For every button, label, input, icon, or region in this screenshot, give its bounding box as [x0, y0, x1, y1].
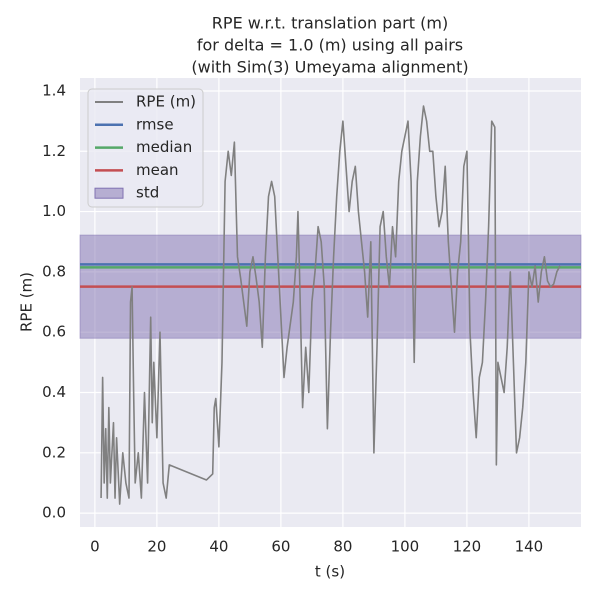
legend-swatch	[94, 187, 124, 199]
legend-label: median	[136, 138, 192, 156]
x-tick-label: 120	[453, 538, 482, 556]
y-axis-label: RPE (m)	[18, 272, 36, 332]
legend-label: rmse	[136, 115, 174, 133]
y-tick-label: 0.0	[42, 504, 66, 522]
x-tick-label: 140	[515, 538, 544, 556]
x-tick-label: 100	[391, 538, 420, 556]
x-tick-label: 0	[90, 538, 100, 556]
chart-title: for delta = 1.0 (m) using all pairs	[197, 36, 463, 55]
x-axis-label: t (s)	[315, 563, 345, 581]
legend-label: std	[136, 184, 159, 202]
x-tick-label: 60	[271, 538, 290, 556]
y-tick-label: 1.2	[42, 142, 66, 160]
x-tick-label: 20	[147, 538, 166, 556]
y-tick-label: 0.2	[42, 443, 66, 461]
chart-title: (with Sim(3) Umeyama alignment)	[191, 58, 468, 77]
y-tick-label: 1.0	[42, 202, 66, 220]
x-tick-label: 80	[333, 538, 352, 556]
chart-title: RPE w.r.t. translation part (m)	[212, 14, 448, 33]
y-tick-label: 0.6	[42, 323, 66, 341]
x-tick-label: 40	[209, 538, 228, 556]
y-tick-label: 0.4	[42, 383, 66, 401]
legend-label: RPE (m)	[136, 93, 196, 111]
legend-label: mean	[136, 161, 179, 179]
legend: RPE (m) rmse median mean std	[87, 88, 204, 208]
marks	[79, 105, 582, 505]
legend-box	[87, 88, 204, 208]
rpe-line	[100, 105, 561, 505]
y-tick-label: 0.8	[42, 262, 66, 280]
y-tick-label: 1.4	[42, 81, 66, 99]
